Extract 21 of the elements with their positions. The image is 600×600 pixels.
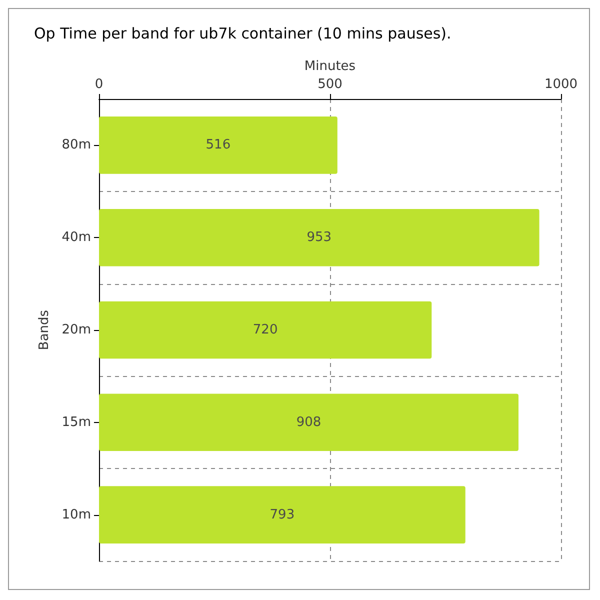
data-label: 908: [296, 414, 322, 430]
y-tick-label: 40m: [62, 230, 91, 246]
x-axis-title: Minutes: [304, 59, 356, 74]
y-axis-title: Bands: [36, 310, 52, 350]
bar: [99, 394, 518, 452]
x-tick-label: 500: [318, 77, 342, 92]
bar: [99, 208, 540, 266]
data-label: 516: [206, 138, 231, 153]
x-tick-label: 1000: [544, 77, 578, 92]
bar: [99, 301, 432, 359]
y-tick-label: 10m: [62, 507, 91, 522]
chart-title: Op Time per band for ub7k container (10 mins pauses).: [34, 24, 452, 42]
y-tick-label: 80m: [62, 138, 91, 153]
data-label: 953: [306, 230, 332, 246]
data-label: 720: [252, 322, 278, 338]
bar: [99, 486, 466, 544]
bar: [99, 116, 338, 174]
y-tick-label: 20m: [62, 322, 91, 338]
x-tick-label: 0: [94, 77, 104, 92]
y-tick-label: 15m: [62, 414, 91, 430]
data-label: 793: [270, 507, 295, 522]
